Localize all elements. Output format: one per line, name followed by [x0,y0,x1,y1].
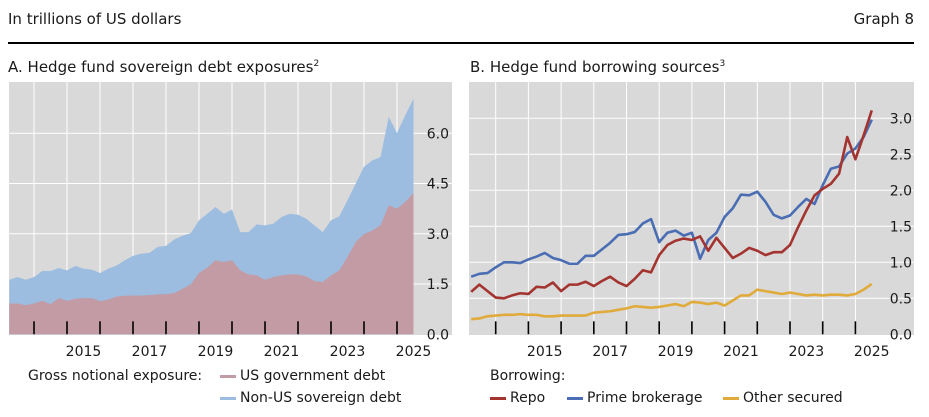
x-tick-label: 2021 [723,344,759,360]
y-tick-label: 6.0 [427,126,449,142]
legend-item-prime-brokerage: Prime brokerage [567,390,703,406]
panel-a-title: A. Hedge fund sovereign debt exposures2 [8,58,319,76]
y-tick-label: 2.0 [890,183,912,199]
graph-label: Graph 8 [853,10,914,28]
y-tick-label: 3.0 [427,227,449,243]
y-tick-label: 1.5 [890,219,912,235]
x-tick-label: 2015 [527,344,563,360]
panel-b-plot: 0.0 0.5 1.0 1.5 2.0 2.5 3.0 2015 2017 2019 2021 202… [469,82,914,360]
legend-label: Non-US sovereign debt [240,390,402,406]
x-tick-label: 2019 [658,344,694,360]
legend-swatch [490,396,506,400]
y-tick-label: 0.0 [427,327,449,343]
x-tick-label: 2017 [592,344,628,360]
y-tick-label: 4.5 [427,177,449,193]
panel-a-footnote: 2 [313,59,320,69]
legend-label: Repo [510,390,546,406]
header-rule [8,42,914,44]
y-tick-label: 0.5 [890,291,912,307]
line-repo [470,109,873,300]
panel-a-title-text: A. Hedge fund sovereign debt exposures [8,58,314,76]
x-tick-label: 2023 [330,344,366,360]
x-tick-label: 2015 [66,344,102,360]
panel-b-title: B. Hedge fund borrowing sources3 [470,58,725,76]
legend-swatch [220,374,236,378]
legend-item-repo: Repo [490,390,545,406]
legend-label: Prime brokerage [587,390,703,406]
legend-item-us-debt: US government debt [220,368,385,384]
panel-b-footnote: 3 [719,59,726,69]
legend-swatch [220,396,236,400]
y-tick-label: 0.0 [890,327,912,343]
x-tick-label: 2021 [264,344,300,360]
line-prime-brokerage [470,119,873,278]
legend-label: US government debt [240,368,386,384]
legend-swatch [567,396,583,400]
legend-b-title: Borrowing: [490,368,566,384]
area-non-us-sovereign-debt [9,98,414,335]
x-tick-label: 2023 [789,344,825,360]
x-tick-label: 2017 [132,344,168,360]
legend-item-non-us-debt: Non-US sovereign debt [220,390,401,406]
panel-b-title-text: B. Hedge fund borrowing sources [470,58,720,76]
y-tick-label: 1.5 [427,277,449,293]
y-tick-label: 2.5 [890,147,912,163]
x-tick-label: 2025 [396,344,432,360]
x-tick-label: 2019 [198,344,234,360]
legend-item-other-secured: Other secured [723,390,843,406]
panel-a-plot: 0.0 1.5 3.0 4.5 6.0 2015 2017 2019 2021 2023 2025 [9,82,452,360]
area-us-government-debt [9,192,414,335]
legend-a-title: Gross notional exposure: [28,368,203,384]
y-tick-label: 1.0 [890,255,912,271]
y-tick-label: 3.0 [890,111,912,127]
unit-label: In trillions of US dollars [8,10,182,28]
line-other-secured [471,282,873,321]
x-tick-label: 2025 [854,344,890,360]
legend-swatch [723,396,739,400]
legend-label: Other secured [743,390,843,406]
